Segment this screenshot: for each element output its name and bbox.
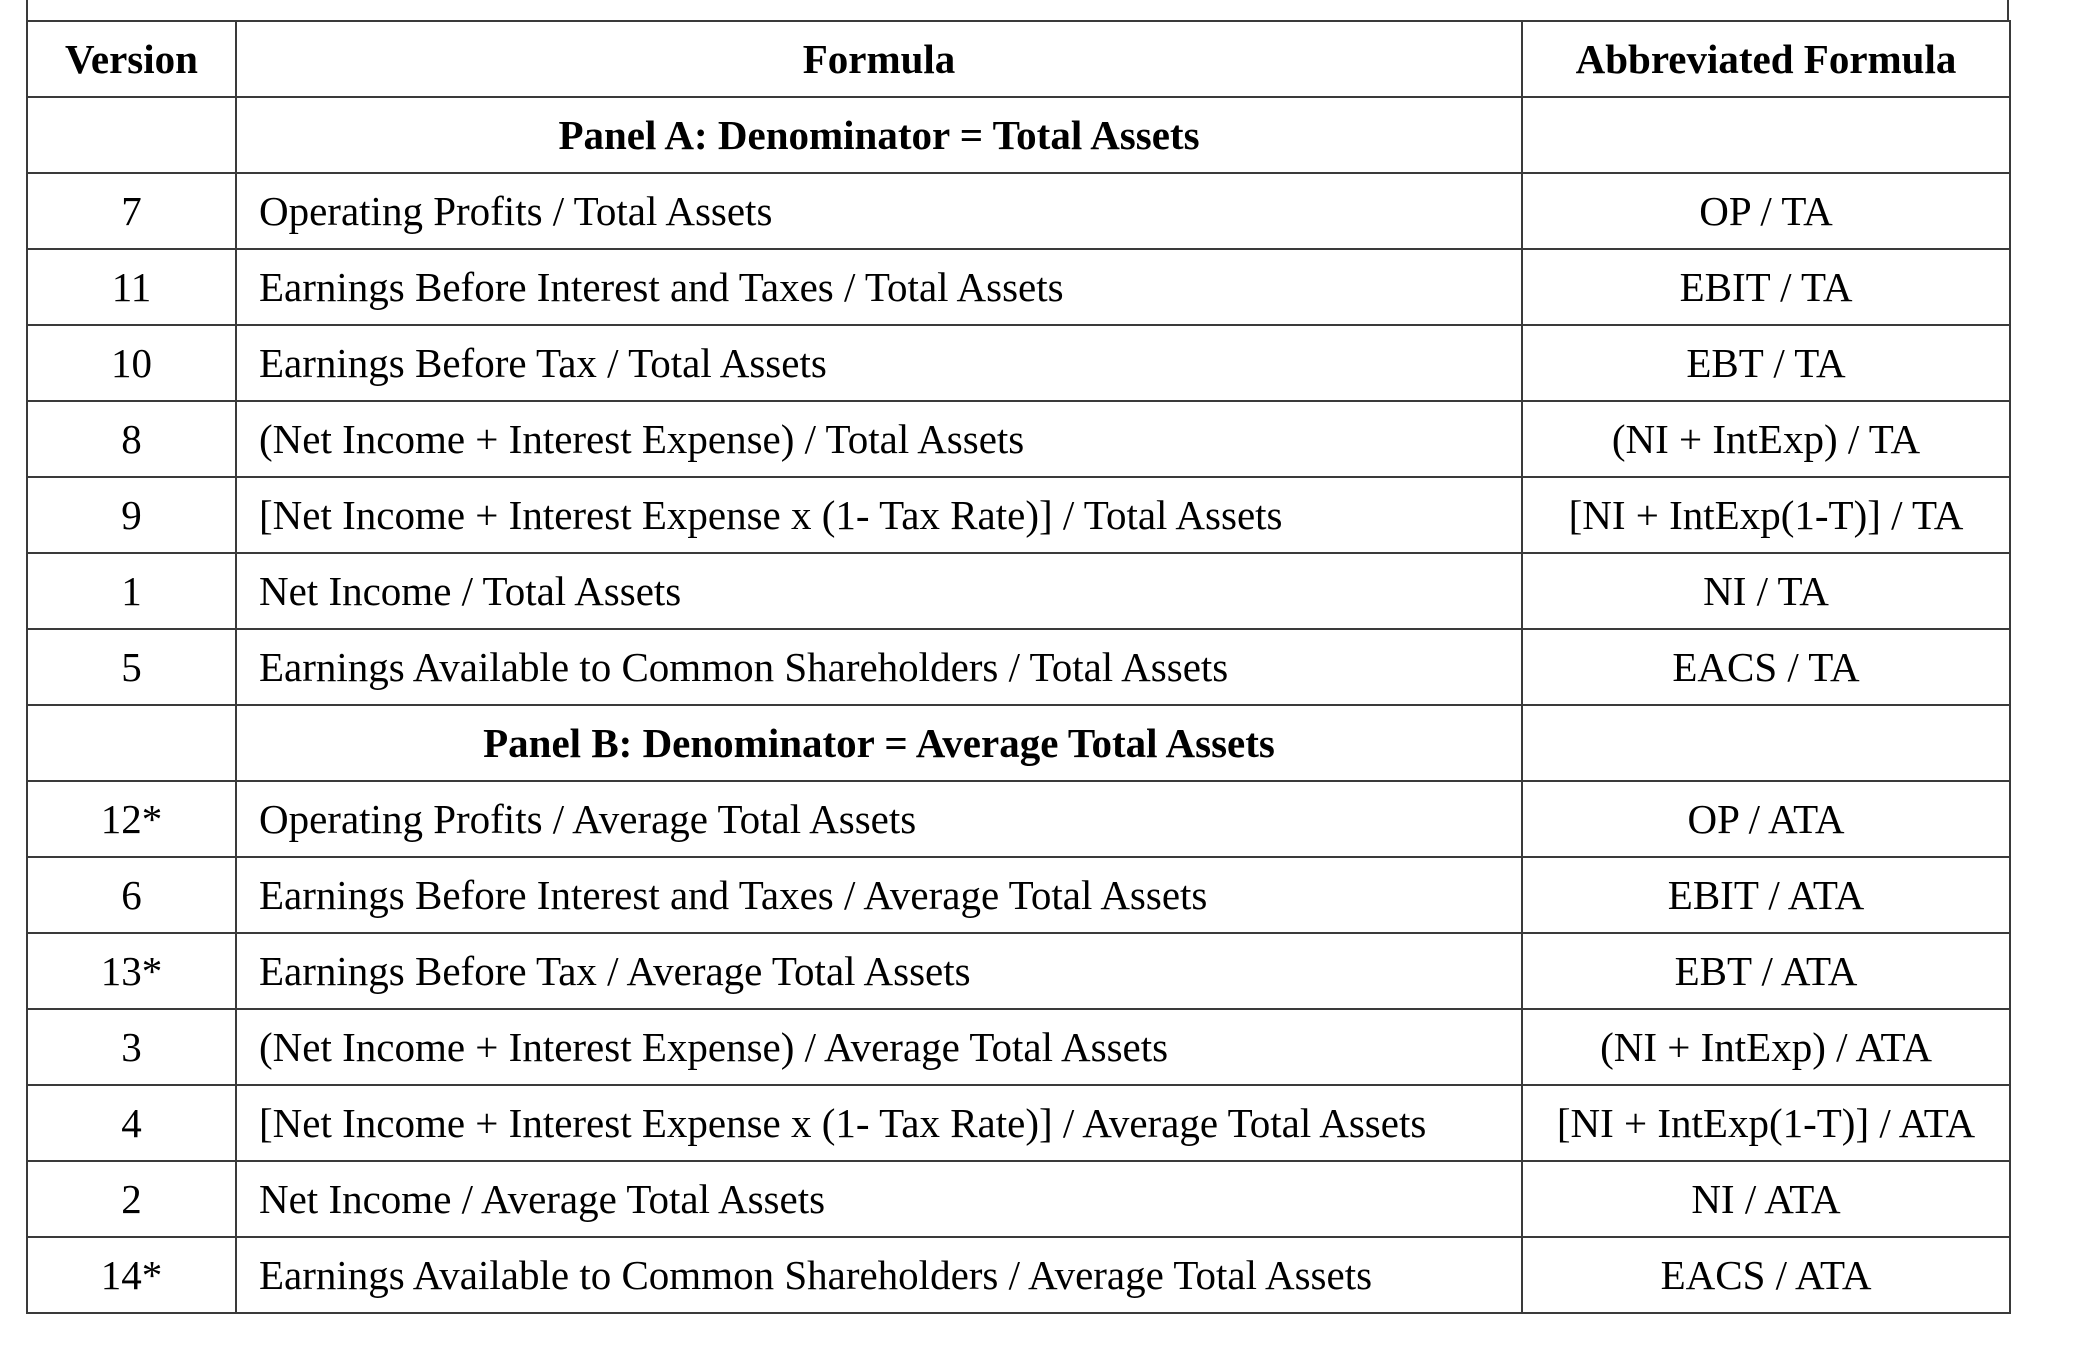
formula-table: Version Formula Abbreviated Formula Pane…	[26, 20, 2011, 1314]
formula-cell: Operating Profits / Total Assets	[235, 172, 1523, 250]
formula-cell: Earnings Available to Common Shareholder…	[235, 1236, 1523, 1314]
version-cell: 4	[26, 1084, 237, 1162]
panel-b-version-blank	[26, 704, 237, 782]
formula-cell: [Net Income + Interest Expense x (1- Tax…	[235, 1084, 1523, 1162]
abbreviated-formula-cell: OP / ATA	[1521, 780, 2011, 858]
table-top-edge	[26, 0, 2009, 20]
version-cell: 11	[26, 248, 237, 326]
table-row: 6 Earnings Before Interest and Taxes / Av…	[26, 856, 2011, 934]
table-row: 3 (Net Income + Interest Expense) / Avera…	[26, 1008, 2011, 1086]
formula-cell: Operating Profits / Average Total Assets	[235, 780, 1523, 858]
panel-a: Panel A: Denominator = Total Assets 7 Ope…	[26, 96, 2011, 706]
header-row: Version Formula Abbreviated Formula	[26, 20, 2011, 98]
formula-cell: Net Income / Average Total Assets	[235, 1160, 1523, 1238]
version-cell: 8	[26, 400, 237, 478]
panel-b: Panel B: Denominator = Average Total Ass…	[26, 704, 2011, 1314]
formula-cell: Earnings Before Tax / Average Total Asse…	[235, 932, 1523, 1010]
abbreviated-formula-cell: EACS / ATA	[1521, 1236, 2011, 1314]
table-row: 7 Operating Profits / Total Assets OP / TA	[26, 172, 2011, 250]
panel-a-abbrev-blank	[1521, 96, 2011, 174]
table-row: 10 Earnings Before Tax / Total Assets EBT …	[26, 324, 2011, 402]
abbreviated-formula-cell: OP / TA	[1521, 172, 2011, 250]
table-row: 8 (Net Income + Interest Expense) / Total…	[26, 400, 2011, 478]
abbreviated-formula-cell: NI / TA	[1521, 552, 2011, 630]
abbreviated-formula-cell: (NI + IntExp) / ATA	[1521, 1008, 2011, 1086]
panel-b-title-row: Panel B: Denominator = Average Total Ass…	[26, 704, 2011, 782]
version-cell: 7	[26, 172, 237, 250]
version-cell: 9	[26, 476, 237, 554]
abbreviated-formula-cell: EBT / ATA	[1521, 932, 2011, 1010]
table-header: Version Formula Abbreviated Formula	[26, 20, 2011, 98]
formula-cell: Net Income / Total Assets	[235, 552, 1523, 630]
table-row: 13* Earnings Before Tax / Average Total A…	[26, 932, 2011, 1010]
formula-cell: Earnings Before Tax / Total Assets	[235, 324, 1523, 402]
version-cell: 6	[26, 856, 237, 934]
formula-cell: Earnings Available to Common Shareholder…	[235, 628, 1523, 706]
table-row: 11 Earnings Before Interest and Taxes / T…	[26, 248, 2011, 326]
abbreviated-formula-cell: (NI + IntExp) / TA	[1521, 400, 2011, 478]
table-row: 1 Net Income / Total Assets NI / TA	[26, 552, 2011, 630]
abbreviated-formula-cell: EBIT / TA	[1521, 248, 2011, 326]
table-row: 9 [Net Income + Interest Expense x (1- Ta…	[26, 476, 2011, 554]
table-row: 4 [Net Income + Interest Expense x (1- Ta…	[26, 1084, 2011, 1162]
column-header-version: Version	[26, 20, 237, 98]
formula-cell: (Net Income + Interest Expense) / Total …	[235, 400, 1523, 478]
panel-b-abbrev-blank	[1521, 704, 2011, 782]
column-header-formula: Formula	[235, 20, 1523, 98]
table-row: 2 Net Income / Average Total Assets NI / A…	[26, 1160, 2011, 1238]
version-cell: 12*	[26, 780, 237, 858]
abbreviated-formula-cell: EBT / TA	[1521, 324, 2011, 402]
abbreviated-formula-cell: NI / ATA	[1521, 1160, 2011, 1238]
version-cell: 5	[26, 628, 237, 706]
table-row: 5 Earnings Available to Common Shareholde…	[26, 628, 2011, 706]
table-row: 14* Earnings Available to Common Sharehol…	[26, 1236, 2011, 1314]
formula-table-container: Version Formula Abbreviated Formula Pane…	[26, 20, 2011, 1314]
version-cell: 3	[26, 1008, 237, 1086]
version-cell: 10	[26, 324, 237, 402]
version-cell: 13*	[26, 932, 237, 1010]
panel-a-title: Panel A: Denominator = Total Assets	[235, 96, 1523, 174]
panel-a-title-row: Panel A: Denominator = Total Assets	[26, 96, 2011, 174]
version-cell: 14*	[26, 1236, 237, 1314]
version-cell: 2	[26, 1160, 237, 1238]
column-header-abbreviated: Abbreviated Formula	[1521, 20, 2011, 98]
panel-b-title: Panel B: Denominator = Average Total Ass…	[235, 704, 1523, 782]
abbreviated-formula-cell: [NI + IntExp(1-T)] / TA	[1521, 476, 2011, 554]
abbreviated-formula-cell: [NI + IntExp(1-T)] / ATA	[1521, 1084, 2011, 1162]
table-row: 12* Operating Profits / Average Total Ass…	[26, 780, 2011, 858]
formula-cell: (Net Income + Interest Expense) / Averag…	[235, 1008, 1523, 1086]
formula-cell: Earnings Before Interest and Taxes / Ave…	[235, 856, 1523, 934]
abbreviated-formula-cell: EACS / TA	[1521, 628, 2011, 706]
panel-a-version-blank	[26, 96, 237, 174]
version-cell: 1	[26, 552, 237, 630]
abbreviated-formula-cell: EBIT / ATA	[1521, 856, 2011, 934]
formula-cell: Earnings Before Interest and Taxes / Tot…	[235, 248, 1523, 326]
formula-cell: [Net Income + Interest Expense x (1- Tax…	[235, 476, 1523, 554]
